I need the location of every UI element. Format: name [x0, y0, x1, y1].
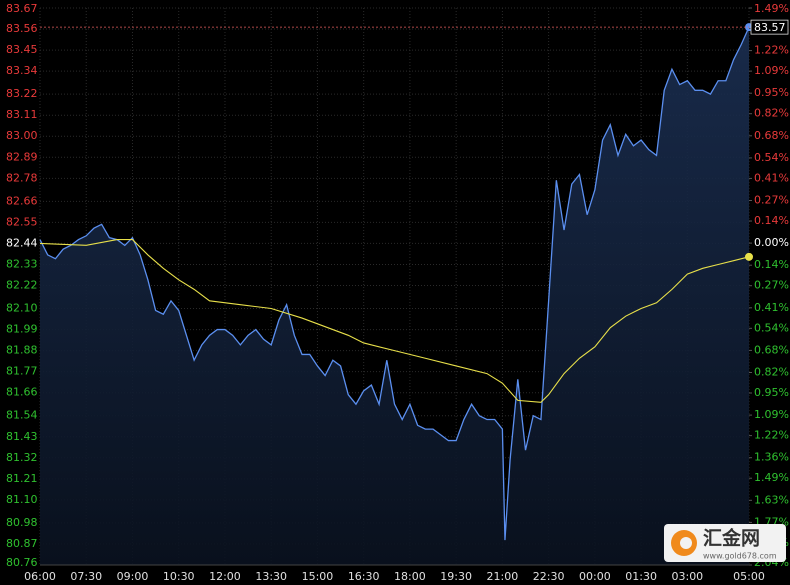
x-tick-label: 07:30 [70, 570, 102, 583]
x-tick-label: 01:30 [625, 570, 657, 583]
y-tick-label: 80.76 [6, 556, 38, 569]
y-tick-label: 83.22 [6, 87, 38, 100]
brand-name: 汇金网 [703, 527, 760, 550]
y-tick-label: 80.98 [6, 516, 38, 529]
y-tick-label: 81.88 [6, 344, 38, 357]
y2-tick-label: 0.27% [754, 279, 789, 292]
axes: 83.67 83.56 83.45 83.34 83.22 83.11 83.00 82.89… [6, 2, 789, 583]
y-tick-label: 82.22 [6, 279, 38, 292]
x-tick-label: 03:00 [671, 570, 703, 583]
x-tick-label: 18:00 [394, 570, 426, 583]
series-line [39, 26, 750, 541]
area-fill [40, 27, 749, 566]
y2-tick-label: 0.00% [754, 236, 789, 249]
y2-tick-label: 1.63% [754, 493, 789, 506]
x-tick-label: 19:30 [440, 570, 472, 583]
y-tick-label: 81.10 [6, 493, 38, 506]
y2-tick-label: 0.68% [754, 129, 789, 142]
y-tick-label: 81.66 [6, 386, 38, 399]
brand-logo: 汇金网 www.gold678.com [664, 524, 786, 562]
y2-tick-label: 1.22% [754, 429, 789, 442]
plot [39, 23, 753, 566]
x-tick-label: 10:30 [163, 570, 195, 583]
y-tick-label: 83.34 [6, 64, 38, 77]
y-tick-label: 80.87 [6, 537, 38, 550]
y2-tick-label: 1.49% [754, 471, 789, 484]
logo-box [664, 524, 786, 562]
last-price-label: 83.57 [754, 21, 786, 34]
y2-tick-label: 0.82% [754, 107, 789, 120]
last-point-dot [745, 252, 753, 261]
y2-tick-label: 0.68% [754, 343, 789, 356]
x-tick-label: 21:00 [487, 570, 519, 583]
y2-tick-label: 0.95% [754, 386, 789, 399]
y2-tick-label: 0.41% [754, 301, 789, 314]
y2-tick-label: 0.14% [754, 258, 789, 271]
y-tick-label: 82.10 [6, 302, 38, 315]
y-tick-label: 81.32 [6, 451, 38, 464]
y-tick-label: 82.55 [6, 215, 38, 228]
x-tick-label: 16:30 [348, 570, 380, 583]
y2-tick-label: 0.41% [754, 171, 789, 184]
x-tick-label: 15:00 [302, 570, 334, 583]
y-tick-label: 82.66 [6, 194, 38, 207]
x-tick-label: 00:00 [579, 570, 611, 583]
x-tick-label: 13:30 [255, 570, 287, 583]
x-tick-label: 05:00 [733, 570, 765, 583]
y-tick-label: 82.89 [6, 150, 38, 163]
y2-tick-label: 0.82% [754, 365, 789, 378]
x-tick-label: 12:00 [209, 570, 241, 583]
y2-tick-label: 0.54% [754, 321, 789, 334]
y-tick-label: 83.11 [6, 108, 38, 121]
y-tick-label: 81.21 [6, 472, 38, 485]
y-tick-label: 81.54 [6, 409, 38, 422]
y-tick-label: 81.99 [6, 323, 38, 336]
last-price-box [750, 19, 789, 35]
y2-tick-label: 0.54% [754, 151, 789, 164]
y2-tick-label: 0.14% [754, 214, 789, 227]
y-tick-label: 81.43 [6, 430, 38, 443]
y2-tick-label: 0.95% [754, 86, 789, 99]
y2-tick-label: 1.09% [754, 408, 789, 421]
y-tick-label: 82.44 [6, 236, 38, 249]
y-tick-label: 83.56 [6, 22, 38, 35]
y-tick-label: 81.77 [6, 365, 38, 378]
y-tick-label: 83.00 [6, 129, 38, 142]
y2-tick-label: 1.49% [754, 2, 789, 15]
y2-tick-label: 1.36% [754, 451, 789, 464]
x-tick-label: 22:30 [533, 570, 565, 583]
y-tick-label: 83.45 [6, 43, 38, 56]
y-tick-label: 82.78 [6, 171, 38, 184]
series-line [39, 239, 750, 403]
logo-icon-inner [680, 537, 692, 549]
y2-tick-label: 1.09% [754, 64, 789, 77]
y-tick-label: 82.33 [6, 257, 38, 270]
x-tick-label: 09:00 [117, 570, 149, 583]
y-tick-label: 83.67 [6, 2, 38, 15]
x-tick-label: 06:00 [24, 570, 56, 583]
brand-url: www.gold678.com [703, 552, 777, 561]
y2-tick-label: 0.27% [754, 194, 789, 207]
y2-tick-label: 1.22% [754, 44, 789, 57]
